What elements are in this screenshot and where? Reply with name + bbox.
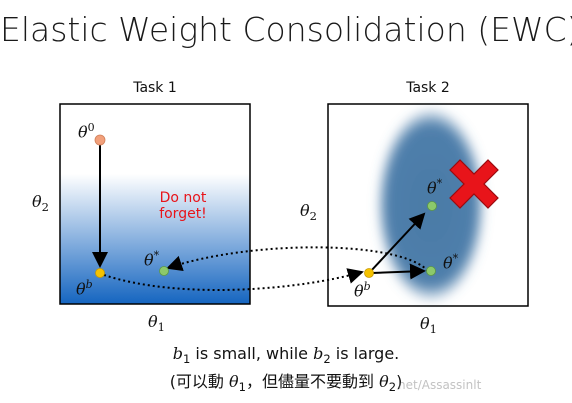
task2-thetastar-right-point xyxy=(426,266,436,276)
task2-label: Task 2 xyxy=(406,80,450,96)
watermark: net/Assassinlt xyxy=(398,378,482,392)
task1-label: Task 1 xyxy=(133,80,177,96)
task1-y-axis-label: θ2 xyxy=(32,192,49,215)
page-title: Elastic Weight Consolidation (EWC) xyxy=(0,10,572,49)
task2-thetastar-top-label: θ* xyxy=(427,177,443,198)
task1-theta0-label: θ0 xyxy=(78,121,95,142)
theta0-point xyxy=(94,134,106,146)
task1-thetastar-label: θ* xyxy=(144,249,160,270)
task1-thetastar-point xyxy=(159,266,169,276)
task2-y-axis-label: θ2 xyxy=(300,201,317,224)
task2-x-axis-label: θ1 xyxy=(420,314,437,337)
task1-box xyxy=(59,103,251,305)
task2-thetab-point xyxy=(364,268,374,278)
task2-thetab-label: θb xyxy=(354,280,371,301)
task2-arrow-up xyxy=(369,212,426,273)
thetab-link-arrow xyxy=(103,268,364,291)
task2-thetastar-right-label: θ* xyxy=(443,252,459,273)
thetastar-link-arrow xyxy=(166,246,429,272)
task1-x-axis-label: θ1 xyxy=(148,312,165,335)
task2-thetastar-top-point xyxy=(427,201,437,211)
cross-icon xyxy=(449,159,499,209)
caption-line-2: (可以動 θ1，但儘量不要動到 θ2) xyxy=(169,372,403,395)
task2-arrow-right xyxy=(371,263,426,280)
task1-thetab-label: θb xyxy=(76,278,93,299)
do-not-forget-annotation: Do not forget! xyxy=(159,190,207,222)
caption-line-1: b1 is small, while b2 is large. xyxy=(172,344,400,367)
task1-thetab-point xyxy=(95,268,105,278)
